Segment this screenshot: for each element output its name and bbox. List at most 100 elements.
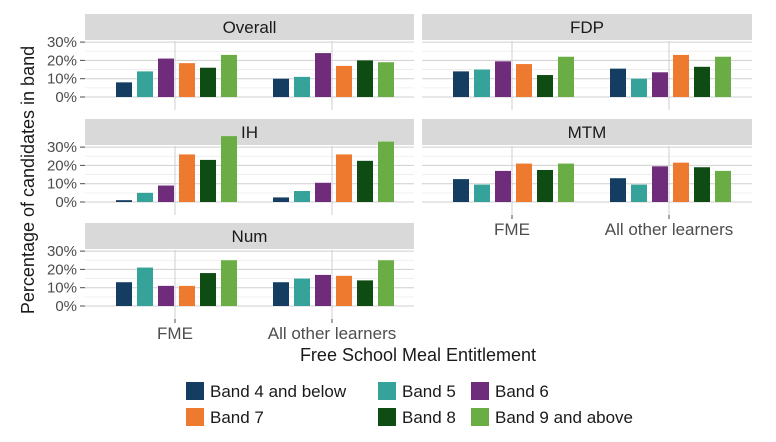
bar	[715, 170, 731, 202]
x-tick-label: FME	[494, 220, 530, 239]
bar	[273, 197, 289, 202]
facet-strip	[85, 119, 414, 145]
facet-title: IH	[241, 123, 258, 142]
bar	[558, 56, 574, 97]
bar	[221, 136, 237, 202]
bar	[315, 53, 331, 97]
facet-strip	[85, 223, 414, 249]
facet-title: Num	[232, 227, 268, 246]
bar	[378, 62, 394, 97]
bar	[537, 75, 553, 97]
bar	[273, 282, 289, 306]
bar	[158, 185, 174, 202]
bar	[137, 71, 153, 97]
legend-swatch	[186, 408, 204, 426]
facet-title: Overall	[223, 18, 277, 37]
y-tick-label: 10%	[47, 176, 77, 193]
bar	[357, 280, 373, 306]
bar	[200, 273, 216, 306]
bar	[378, 260, 394, 306]
bar	[453, 179, 469, 202]
legend-label: Band 5	[402, 382, 456, 401]
bar	[652, 166, 668, 202]
bar	[116, 282, 132, 306]
bar	[294, 76, 310, 97]
bar	[315, 274, 331, 306]
bar	[179, 285, 195, 306]
bar	[200, 159, 216, 202]
bar	[158, 58, 174, 97]
bar	[610, 178, 626, 202]
x-axis-title: Free School Meal Entitlement	[300, 345, 536, 365]
bar	[336, 275, 352, 306]
y-tick-label: 20%	[47, 261, 77, 278]
legend-label: Band 6	[495, 382, 549, 401]
legend-swatch	[378, 382, 396, 400]
bar	[694, 167, 710, 202]
y-tick-label: 10%	[47, 280, 77, 297]
bar	[453, 71, 469, 97]
bar	[273, 78, 289, 97]
y-tick-label: 20%	[47, 157, 77, 174]
bar	[137, 267, 153, 306]
y-tick-label: 0%	[55, 194, 77, 211]
bar	[336, 65, 352, 97]
legend-swatch	[378, 408, 396, 426]
y-tick-label: 20%	[47, 52, 77, 69]
bar	[558, 163, 574, 202]
bar	[357, 60, 373, 97]
y-tick-label: 0%	[55, 298, 77, 315]
bar	[631, 184, 647, 202]
bar	[516, 163, 532, 202]
bar	[221, 260, 237, 306]
legend-label: Band 4 and below	[210, 382, 347, 401]
bar	[378, 141, 394, 202]
y-tick-label: 30%	[47, 34, 77, 51]
bar	[474, 184, 490, 202]
x-tick-label: All other learners	[268, 324, 397, 343]
bar	[179, 63, 195, 97]
x-tick-label: FME	[157, 324, 193, 343]
bar	[137, 192, 153, 202]
bar	[116, 200, 132, 202]
bar	[537, 169, 553, 202]
facet-title: MTM	[568, 123, 607, 142]
x-tick-label: All other learners	[605, 220, 734, 239]
y-tick-label: 30%	[47, 243, 77, 260]
bar	[116, 82, 132, 97]
bar	[474, 69, 490, 97]
bar	[495, 61, 511, 97]
legend-label: Band 8	[402, 408, 456, 427]
legend-label: Band 7	[210, 408, 264, 427]
y-axis-title: Percentage of candidates in band	[18, 46, 38, 314]
bar	[315, 182, 331, 202]
facet-strip	[85, 14, 414, 40]
bar	[336, 154, 352, 202]
bar	[200, 67, 216, 97]
bar	[294, 278, 310, 306]
facet-strip	[422, 14, 752, 40]
bar	[179, 154, 195, 202]
bar	[610, 68, 626, 97]
bar	[357, 160, 373, 202]
bar	[673, 54, 689, 97]
facet-strip	[422, 119, 752, 145]
bar	[715, 56, 731, 97]
legend-swatch	[186, 382, 204, 400]
y-tick-label: 10%	[47, 71, 77, 88]
bar	[516, 64, 532, 97]
bar	[158, 285, 174, 306]
bar	[495, 170, 511, 202]
bar	[673, 162, 689, 202]
bar	[631, 78, 647, 97]
bar	[294, 191, 310, 202]
legend-label: Band 9 and above	[495, 408, 633, 427]
bar	[694, 66, 710, 97]
y-tick-label: 30%	[47, 139, 77, 156]
y-tick-label: 0%	[55, 89, 77, 106]
facet-title: FDP	[570, 18, 604, 37]
bar	[221, 54, 237, 97]
legend-swatch	[471, 382, 489, 400]
legend-swatch	[471, 408, 489, 426]
